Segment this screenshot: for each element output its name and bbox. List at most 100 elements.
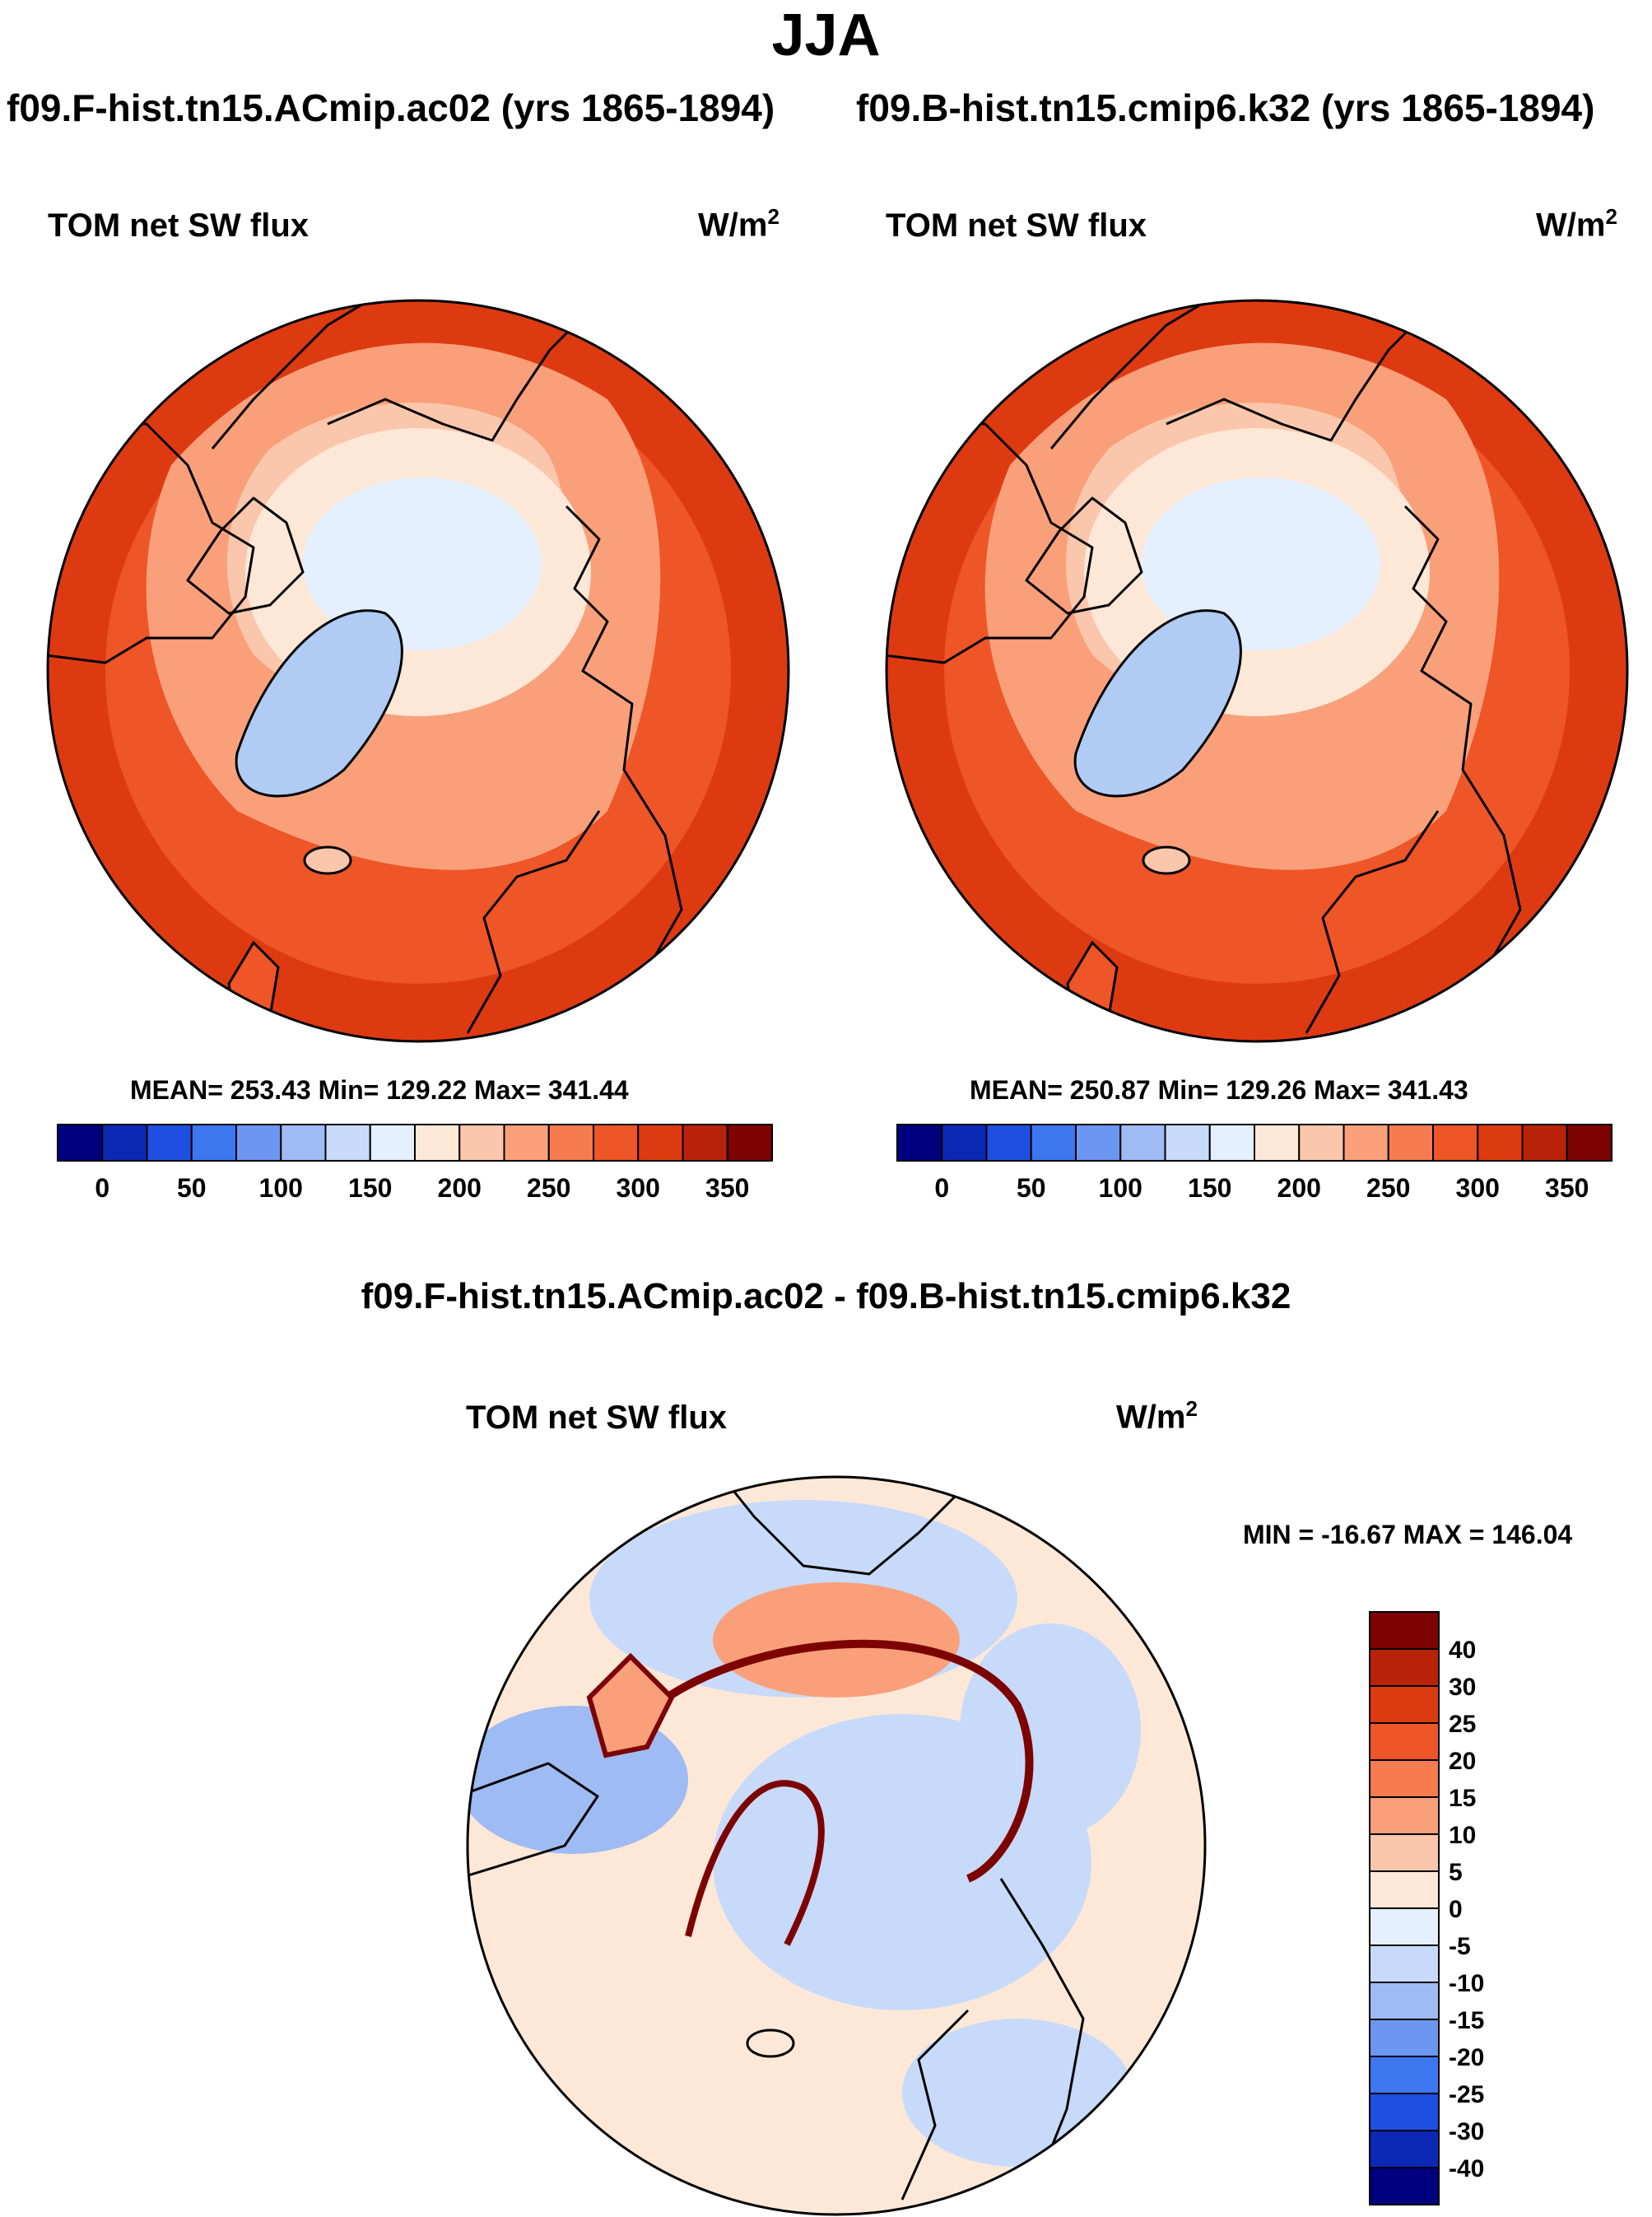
left-colorbar-swatch-14: [682, 1124, 728, 1162]
right-colorbar-tick-label-1: 50: [1017, 1173, 1046, 1203]
left-colorbar-swatch-15: [726, 1124, 773, 1162]
coastline-5: [1025, 496, 1143, 615]
diff-colorbar-swatch-1: [1369, 1648, 1440, 1687]
right-colorbar-swatch-3: [1030, 1124, 1077, 1162]
diff-iceland: [746, 2028, 795, 2058]
left-colorbar: 0 50 100 150 200 250 300 350: [57, 1124, 773, 1203]
diff-colorbar-swatch-11: [1369, 2019, 1440, 2057]
diff-colorbar-tick-label-14: -40: [1449, 2155, 1484, 2182]
right-colorbar-swatch-12: [1432, 1124, 1479, 1162]
right-map-border: [885, 299, 1629, 1043]
coastline-4: [1305, 810, 1440, 1034]
diff-colorbar-tick-label-9: -10: [1449, 1970, 1484, 1997]
diff-panel-variable: TOM net SW flux: [466, 1400, 728, 1436]
diff-colorbar-swatch-2: [1369, 1685, 1440, 1724]
diff-colorbar-swatch-15: [1369, 2167, 1440, 2205]
diff-colorbar-swatch-13: [1369, 2093, 1440, 2131]
iceland: [1142, 845, 1191, 875]
polar-cap: [1142, 477, 1380, 650]
diff-colorbar-tick-label-3: 20: [1449, 1748, 1476, 1775]
right-colorbar-swatch-0: [896, 1124, 943, 1162]
left-colorbar-tick-label-5: 250: [527, 1173, 570, 1203]
right-panel-stats: MEAN= 250.87 Min= 129.26 Max= 341.43: [970, 1075, 1468, 1105]
right-colorbar-swatch-2: [985, 1124, 1032, 1162]
diff-minmax-label: MIN = -16.67 MAX = 146.04: [1243, 1520, 1573, 1549]
left-colorbar-swatch-2: [146, 1124, 193, 1162]
coastline-1: [1049, 300, 1208, 449]
coastline-4: [466, 810, 601, 1034]
diff-coastline-0: [468, 1762, 599, 1880]
left-polar-map: [48, 300, 789, 1041]
diff-colorbar-swatch-14: [1369, 2130, 1440, 2168]
left-colorbar-swatch-10: [503, 1124, 550, 1162]
diff-colorbar-tick-label-13: -30: [1449, 2118, 1484, 2145]
left-panel-variable: TOM net SW flux: [48, 207, 309, 244]
diff-panel-units: W/m2: [1116, 1396, 1198, 1436]
left-colorbar-tick-label-6: 300: [617, 1173, 660, 1203]
left-colorbar-swatch-13: [637, 1124, 684, 1162]
diff-colorbar-tick-label-4: 15: [1449, 1785, 1476, 1812]
left-colorbar-tick-label-0: 0: [95, 1173, 109, 1203]
left-colorbar-swatch-4: [235, 1124, 282, 1162]
coastline-3: [1403, 505, 1522, 1018]
right-colorbar-tick-label-0: 0: [934, 1173, 949, 1203]
right-panel-variable: TOM net SW flux: [886, 207, 1147, 244]
left-map-border: [46, 299, 790, 1043]
right-panel-units-exponent: 2: [1605, 204, 1617, 229]
left-panel-units-exponent: 2: [767, 204, 779, 229]
coastline-5: [186, 496, 305, 615]
left-panel-units: W/m2: [698, 204, 779, 244]
diff-colorbar-swatch-0: [1369, 1611, 1440, 1650]
diff-panel-units-exponent: 2: [1185, 1396, 1198, 1421]
left-colorbar-tick-label-1: 50: [177, 1173, 207, 1203]
right-polar-map: [886, 300, 1627, 1041]
diff-colorbar-tick-label-8: -5: [1449, 1933, 1471, 1960]
left-colorbar-swatch-3: [190, 1124, 237, 1162]
right-colorbar-swatch-15: [1566, 1124, 1612, 1162]
left-colorbar-swatch-7: [369, 1124, 416, 1162]
diff-colorbar-tick-label-0: 40: [1449, 1637, 1476, 1664]
difference-polar-map: [468, 1477, 1205, 2215]
diff-positive-siberia: [713, 1582, 960, 1698]
right-panel-units-text: W/m: [1536, 207, 1606, 244]
diff-colorbar-tick-label-11: -20: [1449, 2044, 1484, 2071]
diff-colorbar-swatch-6: [1369, 1833, 1440, 1872]
left-colorbar-tick-label-2: 100: [259, 1173, 303, 1203]
diff-colorbar-swatch-5: [1369, 1796, 1440, 1835]
diff-archipelago: [586, 1652, 675, 1758]
diff-colorbar-tick-label-1: 30: [1449, 1674, 1476, 1701]
diff-colorbar-swatch-4: [1369, 1759, 1440, 1798]
difference-colorbar: 40 30 25 20 15 10 5 0 -5 -10 -15 -20 -25 -30 -40: [1369, 1611, 1484, 2205]
difference-title: f09.F-hist.tn15.ACmip.ac02 - f09.B-hist.…: [361, 1276, 1291, 1316]
iceland: [303, 845, 352, 875]
coastline-0: [886, 414, 1094, 664]
diff-colorbar-tick-label-10: -15: [1449, 2007, 1484, 2034]
diff-negative-east: [960, 1623, 1141, 1837]
coastline-0: [48, 414, 255, 664]
diff-colorbar-tick-label-5: 10: [1449, 1822, 1476, 1849]
left-panel-stats: MEAN= 253.43 Min= 129.22 Max= 341.44: [130, 1075, 629, 1105]
right-colorbar-swatch-1: [941, 1124, 988, 1162]
diff-colorbar-swatch-3: [1369, 1722, 1440, 1761]
right-colorbar-swatch-10: [1343, 1124, 1389, 1162]
left-colorbar-swatch-12: [593, 1124, 640, 1162]
left-colorbar-swatch-8: [414, 1124, 461, 1162]
right-colorbar-swatch-8: [1254, 1124, 1301, 1162]
diff-greenland-edge: [685, 1780, 825, 1946]
coastline-2: [327, 324, 576, 442]
right-colorbar-swatch-14: [1521, 1124, 1568, 1162]
right-panel-units: W/m2: [1536, 204, 1617, 244]
diff-ice-edge-high: [653, 1639, 1034, 1883]
greenland-landmass: [1073, 609, 1242, 798]
diff-coastline-2: [999, 1878, 1085, 2192]
diff-colorbar-swatch-9: [1369, 1945, 1440, 1983]
left-colorbar-tick-label-7: 350: [705, 1173, 749, 1203]
right-colorbar-swatch-9: [1298, 1124, 1345, 1162]
right-colorbar-tick-label-2: 100: [1099, 1173, 1142, 1203]
right-colorbar-swatch-5: [1119, 1124, 1166, 1162]
right-colorbar: 0 50 100 150 200 250 300 350: [896, 1124, 1612, 1203]
left-colorbar-swatch-5: [280, 1124, 327, 1162]
left-panel-case-title: f09.F-hist.tn15.ACmip.ac02 (yrs 1865-189…: [7, 86, 775, 129]
diff-colorbar-tick-label-12: -25: [1449, 2081, 1484, 2108]
coastline-3: [565, 505, 683, 1018]
